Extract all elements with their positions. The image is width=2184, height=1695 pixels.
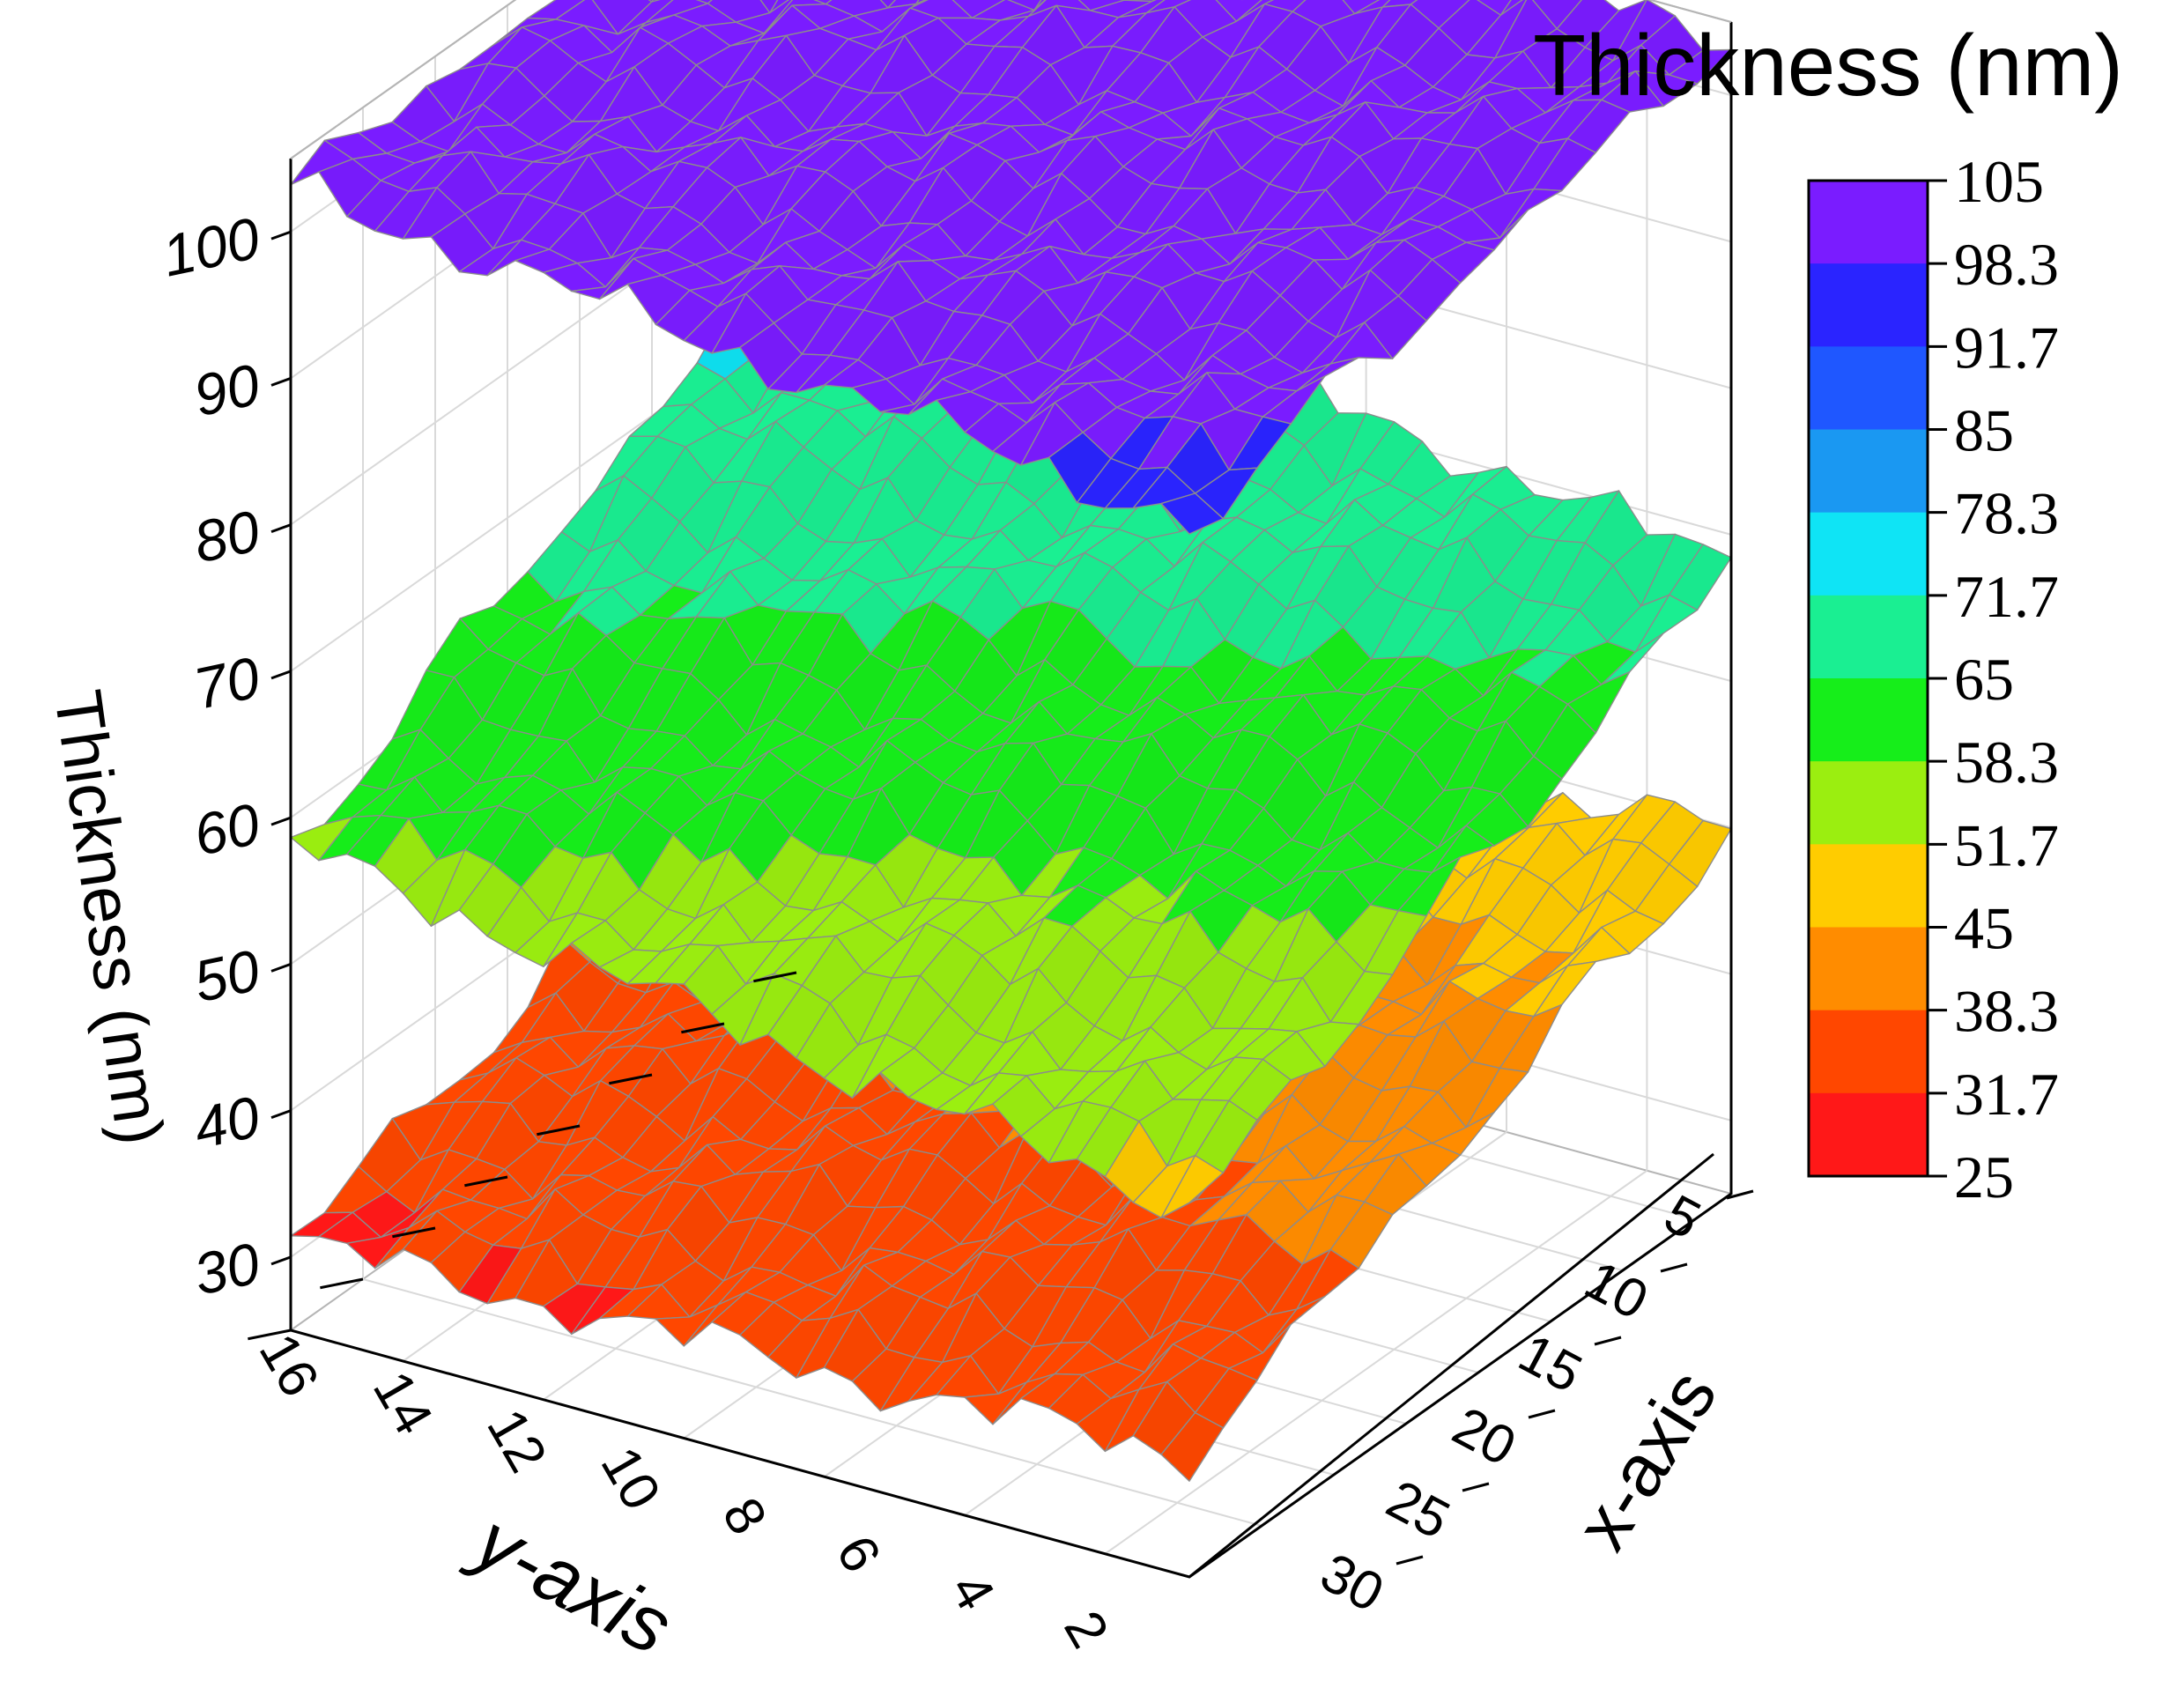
y-tick-label: 2	[1052, 1602, 1120, 1658]
z-tick	[271, 1257, 291, 1264]
z-tick	[271, 818, 291, 825]
z-tick	[271, 1111, 291, 1118]
colorbar-tick-label: 51.7	[1954, 811, 2059, 878]
y-tick-label: 12	[475, 1399, 558, 1482]
x-tick-label: 15	[1509, 1322, 1591, 1404]
colorbar-band	[1809, 844, 1928, 928]
colorbar-tick-label: 98.3	[1954, 231, 2059, 298]
x-tick-label: 10	[1575, 1249, 1657, 1331]
x-tick	[1462, 1484, 1489, 1491]
colorbar: 105 98.3 91.7 85 78.3 71.7 65 58.3 51.7 45 38.3 31.…	[1809, 148, 2059, 1210]
colorbar-tick-label: 25	[1954, 1144, 2014, 1210]
z-tick	[271, 232, 291, 239]
y-tick-label: 8	[710, 1488, 778, 1544]
colorbar-tick-label: 85	[1954, 397, 2014, 464]
z-tick-label: 30	[189, 1230, 265, 1307]
colorbar-band	[1809, 346, 1928, 430]
y-tick-label: 4	[938, 1564, 1006, 1620]
surfaces	[291, 0, 1731, 1481]
colorbar-tick-label: 71.7	[1954, 563, 2059, 630]
z-tick-label: 80	[189, 498, 265, 575]
colorbar-tick-label: 91.7	[1954, 314, 2059, 381]
x-tick	[1529, 1410, 1555, 1417]
y-tick-label: 6	[825, 1526, 892, 1582]
y-tick-label: 10	[589, 1437, 671, 1520]
x-tick-label: 25	[1377, 1469, 1459, 1551]
colorbar-title: Thickness (nm)	[1533, 17, 2123, 114]
z-tick-label: 50	[189, 937, 265, 1015]
colorbar-band	[1809, 678, 1928, 762]
colorbar-band	[1809, 761, 1928, 845]
colorbar-band	[1809, 1093, 1928, 1177]
z-tick-label: 70	[189, 644, 265, 722]
colorbar-tick-label: 45	[1954, 895, 2014, 962]
colorbar-band	[1809, 430, 1928, 514]
colorbar-tick-label: 38.3	[1954, 978, 2059, 1045]
z-tick	[271, 525, 291, 532]
x-tick	[1661, 1264, 1687, 1271]
colorbar-band	[1809, 181, 1928, 264]
colorbar-band	[1809, 596, 1928, 679]
z-tick-label: 90	[189, 352, 265, 429]
colorbar-band	[1809, 1010, 1928, 1094]
colorbar-tick-label: 105	[1954, 148, 2044, 215]
z-axis: 30 40 50 60 70 80 90 100	[157, 204, 291, 1306]
z-tick-label: 60	[189, 790, 265, 868]
x-tick-label: 20	[1443, 1395, 1525, 1477]
x-tick-label: 30	[1311, 1542, 1393, 1624]
z-tick	[271, 964, 291, 971]
z-tick	[271, 671, 291, 678]
colorbar-tick-label: 58.3	[1954, 729, 2059, 796]
colorbar-band	[1809, 263, 1928, 347]
z-tick	[271, 378, 291, 385]
z-axis-label: Thickness (nm)	[40, 685, 177, 1149]
x-tick	[1396, 1557, 1423, 1564]
y-axis-label: y-axis	[457, 1494, 686, 1671]
x-axis-label: x-axis	[1559, 1356, 1732, 1564]
z-tick-label: 100	[157, 204, 265, 288]
colorbar-band	[1809, 513, 1928, 596]
y-tick-label: 14	[361, 1361, 444, 1444]
colorbar-tick-label: 31.7	[1954, 1061, 2059, 1128]
z-tick-label: 40	[189, 1084, 265, 1161]
x-tick	[1595, 1337, 1621, 1344]
colorbar-tick-label: 65	[1954, 646, 2014, 713]
colorbar-band	[1809, 928, 1928, 1011]
colorbar-tick-label: 78.3	[1954, 480, 2059, 547]
